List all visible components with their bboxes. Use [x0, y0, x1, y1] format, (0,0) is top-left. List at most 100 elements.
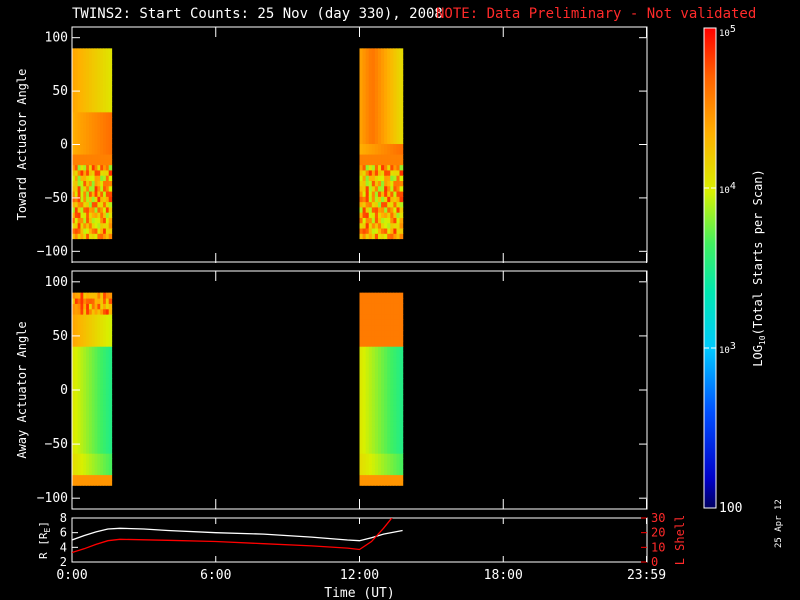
heatmap-cell [88, 201, 93, 208]
heatmap-cell [80, 69, 84, 76]
heatmap-cell [365, 201, 370, 208]
heatmap-cell [80, 233, 84, 240]
heatmap-cell [396, 447, 401, 454]
heatmap-cell [384, 95, 388, 102]
heatmap-cell [86, 153, 90, 160]
heatmap-cell [371, 69, 376, 76]
heatmap-cell [88, 138, 93, 145]
heatmap-cell [396, 90, 401, 97]
heatmap-cell [377, 175, 382, 181]
heatmap-cell [105, 453, 110, 460]
heatmap-cell [77, 442, 82, 449]
heatmap-cell [371, 117, 376, 123]
heatmap-cell [77, 421, 82, 427]
heatmap-cell [80, 292, 84, 299]
heatmap-cell [393, 362, 398, 369]
y-tick-label: 0 [60, 383, 68, 398]
heatmap-cell [83, 388, 87, 395]
heatmap-cell [77, 399, 82, 406]
heatmap-cell [94, 201, 99, 208]
heatmap-cell [399, 48, 404, 55]
heatmap-cell [396, 196, 401, 203]
heatmap-cell [368, 90, 373, 97]
heatmap-cell [377, 330, 382, 337]
heatmap-cell [368, 404, 373, 411]
heatmap-cell [103, 463, 107, 470]
heatmap-cell [100, 421, 104, 427]
heatmap-cell [88, 111, 93, 118]
heatmap-cell [88, 106, 93, 113]
heatmap-cell [103, 143, 107, 150]
heatmap-cell [72, 362, 76, 369]
heatmap-cell [368, 463, 373, 470]
heatmap-cell [103, 367, 107, 374]
heatmap-cell [396, 426, 401, 433]
heatmap-cell [97, 222, 101, 229]
heatmap-cell [387, 169, 391, 176]
heatmap-cell [399, 90, 404, 97]
heatmap-cell [377, 95, 382, 102]
heatmap-cell [396, 404, 401, 411]
x-tick-label: 6:00 [200, 568, 231, 583]
heatmap-cell [368, 48, 373, 55]
heatmap-cell [384, 388, 388, 395]
heatmap-cell [377, 132, 382, 139]
heatmap-cell [396, 164, 401, 171]
heatmap-cell [72, 314, 76, 320]
heatmap-cell [359, 58, 364, 65]
heatmap-cell [77, 122, 82, 129]
heatmap-cell [374, 356, 379, 363]
heatmap-cell [105, 394, 110, 401]
heatmap-cell [80, 426, 84, 433]
heatmap-cell [399, 308, 404, 315]
heatmap-cell [83, 217, 87, 224]
heatmap-cell [359, 442, 364, 449]
heatmap-cell [393, 469, 398, 476]
heatmap-cell [94, 90, 99, 97]
heatmap-cell [108, 212, 113, 218]
heatmap-cell [91, 185, 96, 192]
heatmap-cell [365, 319, 370, 326]
heatmap-cell [91, 101, 96, 108]
heatmap-cell [387, 180, 391, 187]
heatmap-cell [91, 367, 96, 374]
heatmap-cell [381, 58, 385, 65]
heatmap-cell [374, 169, 379, 176]
heatmap-cell [362, 415, 367, 422]
heatmap-cell [384, 367, 388, 374]
heatmap-cell [100, 227, 104, 234]
heatmap-cell [103, 117, 107, 123]
heatmap-cell [94, 138, 99, 145]
heatmap-cell [387, 138, 391, 145]
heatmap-cell [396, 383, 401, 390]
heatmap-cell [72, 201, 76, 208]
heatmap-cell [368, 469, 373, 476]
heatmap-cell [362, 101, 367, 108]
heatmap-cell [381, 356, 385, 363]
heatmap-cell [72, 95, 76, 102]
heatmap-cell [368, 308, 373, 315]
heatmap-cell [368, 233, 373, 240]
heatmap-cell [368, 297, 373, 304]
heatmap-cell [100, 111, 104, 118]
heatmap-cell [396, 48, 401, 55]
heatmap-cell [108, 122, 113, 129]
heatmap-cell [77, 335, 82, 342]
heatmap-cell [387, 95, 391, 102]
heatmap-cell [83, 101, 87, 108]
heatmap-cell [72, 415, 76, 422]
heatmap-cell [94, 447, 99, 454]
heatmap-cell [105, 479, 110, 486]
heatmap-cell [362, 404, 367, 411]
heatmap-cell [365, 330, 370, 337]
heatmap-cell [396, 297, 401, 304]
heatmap-cell [371, 201, 376, 208]
heatmap-cell [374, 404, 379, 411]
heatmap-cell [105, 222, 110, 229]
heatmap-cell [368, 53, 373, 60]
heatmap-cell [384, 153, 388, 160]
heatmap-cell [83, 442, 87, 449]
heatmap-cell [86, 196, 90, 203]
heatmap-cell [91, 437, 96, 444]
heatmap-cell [377, 372, 382, 379]
